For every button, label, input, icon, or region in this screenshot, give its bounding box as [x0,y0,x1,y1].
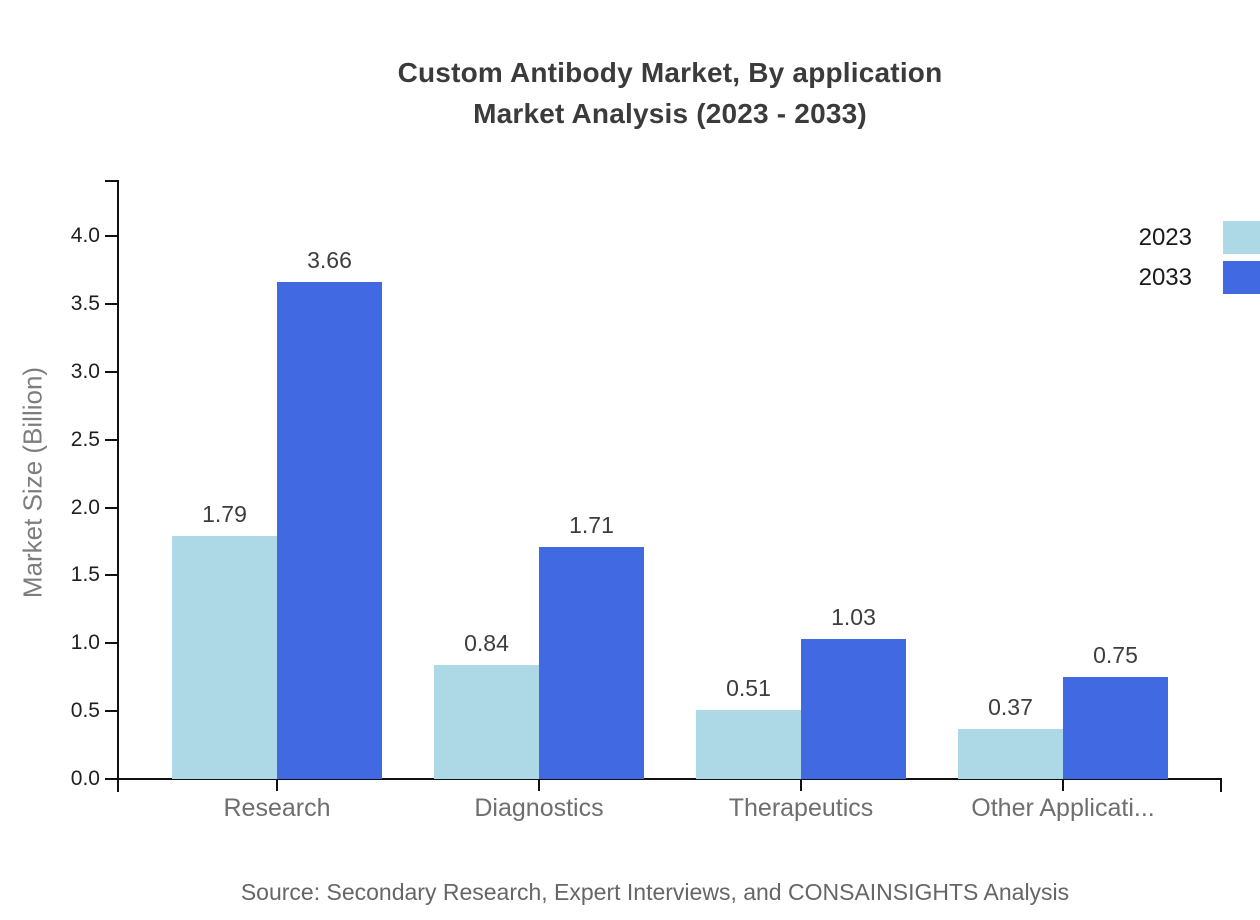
legend-label-2033: 2033 [1138,264,1192,291]
x-axis-end-tick [1220,778,1222,792]
bar-value-label: 0.37 [988,694,1033,720]
bar-value-label: 0.51 [726,675,771,701]
bar-2023-other-applicati [958,729,1063,779]
y-tick [105,235,117,237]
bar-2023-research [172,536,277,779]
y-tick-label: 2.0 [70,495,100,519]
legend-row-2033: 2033 [1139,261,1260,294]
x-tick [800,779,802,791]
bar-value-label: 1.03 [831,604,876,630]
y-tick-label: 1.0 [70,631,100,655]
bar-value-label: 0.84 [464,630,509,656]
bar-2033-other-applicati [1063,677,1168,779]
x-tick [538,779,540,791]
y-tick [105,370,117,373]
y-tick-label: 4.0 [70,224,100,247]
y-tick [105,302,117,305]
chart-title-line1: Custom Antibody Market, By application [397,57,943,88]
x-category-label: Diagnostics [474,794,604,822]
y-tick-label: 2.5 [70,427,100,451]
y-tick-label: 0.0 [70,767,100,790]
y-axis-top-tick [105,180,119,182]
chart-title-line2: Market Analysis (2023 - 2033) [473,98,867,129]
y-tick [105,778,117,780]
y-axis-line [117,180,119,792]
y-tick [105,438,117,441]
bar-value-label: 1.71 [569,512,614,538]
x-category-label: Other Applicati... [971,794,1155,822]
y-tick [105,506,117,509]
y-tick [105,710,117,713]
chart-title: Custom Antibody Market, By application M… [80,52,1260,134]
bar-2033-therapeutics [801,639,906,779]
bar-value-label: 1.79 [202,501,247,527]
y-tick [105,642,117,645]
y-tick-label: 1.5 [70,563,100,587]
legend-row-2023: 2023 [1139,221,1260,254]
bar-value-label: 3.66 [307,247,352,273]
source-note: Source: Secondary Research, Expert Inter… [240,879,1070,905]
bar-value-label: 0.75 [1093,642,1138,668]
y-tick-label: 3.0 [70,359,100,383]
bar-2033-research [277,282,382,779]
legend-swatch-2033 [1223,261,1260,294]
legend-label-2023: 2023 [1138,224,1192,251]
x-tick [1062,779,1064,791]
bar-2033-diagnostics [539,547,644,779]
bar-2023-therapeutics [696,710,801,779]
legend-swatch-2023 [1223,221,1260,254]
y-tick-label: 3.5 [70,291,100,315]
legend: 2023 2033 [1139,221,1260,301]
y-tick-label: 0.5 [70,699,100,723]
x-tick [276,779,278,791]
x-axis-line [117,778,1222,780]
bar-2023-diagnostics [434,665,539,779]
x-category-label: Research [223,794,331,822]
y-tick [105,574,117,577]
x-category-label: Therapeutics [728,794,874,822]
